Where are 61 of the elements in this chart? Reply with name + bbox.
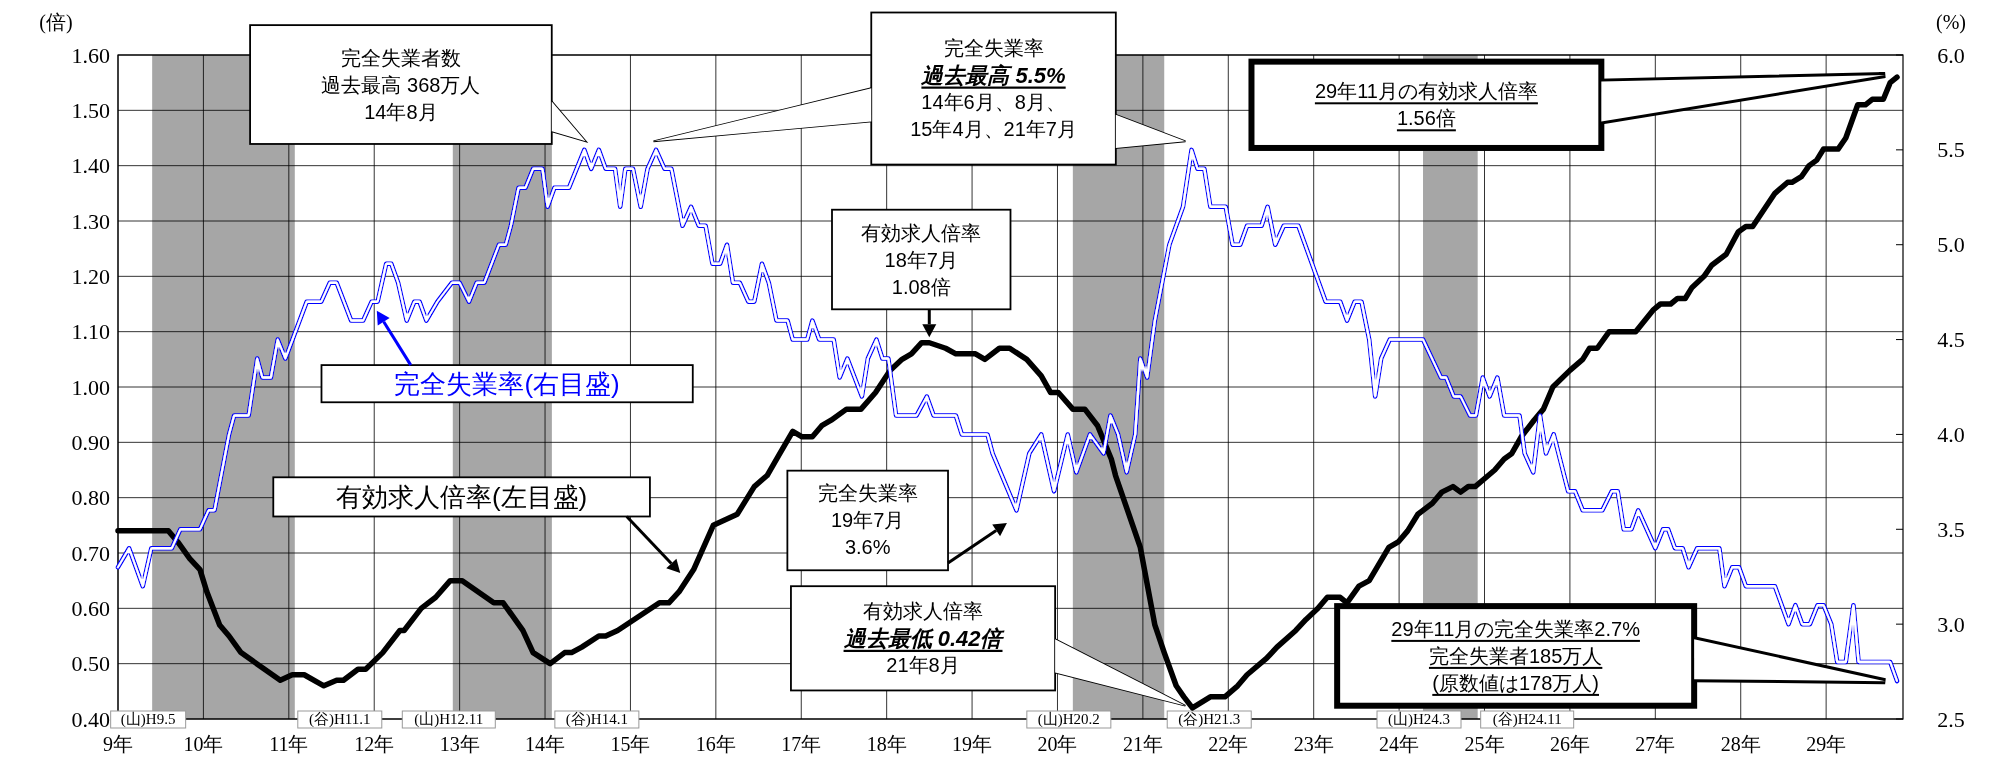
x-tick-label: 22年 [1208, 733, 1249, 755]
annotation: 29年11月の有効求人倍率1.56倍 [1314, 80, 1538, 130]
annotation: (谷)H21.3 [1178, 711, 1241, 728]
band-label: (山)H12.11 [414, 711, 484, 728]
x-tick-label: 16年 [695, 733, 736, 755]
y2-tick-label: 2.5 [1937, 706, 1965, 732]
y2-tick-label: 5.0 [1937, 232, 1965, 258]
y-tick-label: 0.50 [71, 651, 110, 677]
x-tick-label: 20年 [1037, 733, 1078, 755]
annotation: 完全失業者数過去最高 368万人14年8月 [321, 46, 481, 123]
x-tick-label: 24年 [1379, 733, 1420, 755]
y2-tick-label: 5.5 [1937, 137, 1965, 163]
band-label: (山)H9.5 [120, 711, 176, 728]
y-axis-title: (倍) [39, 11, 73, 34]
x-tick-label: 18年 [866, 733, 907, 755]
y-tick-label: 1.30 [71, 208, 110, 234]
x-tick-label: 26年 [1549, 733, 1590, 755]
y2-tick-label: 3.0 [1937, 611, 1965, 637]
annotation: 完全失業率19年7月3.6% [817, 482, 918, 559]
x-tick-label: 12年 [354, 733, 395, 755]
x-tick-label: 11年 [269, 733, 309, 755]
y2-axis-title: (%) [1936, 11, 1966, 34]
y2-tick-label: 6.0 [1937, 42, 1965, 68]
y-tick-label: 1.50 [71, 97, 110, 123]
y-tick-label: 0.40 [71, 706, 110, 732]
legend-label: 完全失業率(右目盛) [394, 368, 620, 399]
y-tick-label: 0.70 [71, 540, 110, 566]
x-tick-label: 17年 [781, 733, 822, 755]
x-tick-label: 25年 [1464, 733, 1505, 755]
y-tick-label: 1.20 [71, 263, 110, 289]
y-tick-label: 0.60 [71, 595, 110, 621]
y-tick-label: 1.00 [71, 374, 110, 400]
y2-tick-label: 3.5 [1937, 516, 1965, 542]
x-tick-label: 23年 [1293, 733, 1334, 755]
y-tick-label: 0.80 [71, 485, 110, 511]
band-label: (山)H20.2 [1037, 711, 1100, 728]
annotation: 有効求人倍率過去最低 0.42倍21年8月 [842, 600, 1006, 677]
text: 有効求人倍率(左目盛) [335, 481, 588, 512]
y2-tick-label: 4.5 [1937, 327, 1965, 353]
y-tick-label: 1.60 [71, 42, 110, 68]
x-tick-label: 29年 [1806, 733, 1847, 755]
x-tick-label: 13年 [439, 733, 480, 755]
x-tick-label: 14年 [525, 733, 566, 755]
annotation: 29年11月の完全失業率2.7%完全失業者185万人(原数値は178万人) [1391, 617, 1641, 694]
x-tick-label: 27年 [1635, 733, 1676, 755]
y-tick-label: 1.10 [71, 319, 110, 345]
annotation: (谷)H24.11 [1492, 711, 1562, 728]
y-tick-label: 0.90 [71, 429, 110, 455]
annotation: (谷)H14.1 [565, 711, 628, 728]
y-tick-label: 1.40 [71, 153, 110, 179]
x-tick-label: 28年 [1720, 733, 1761, 755]
band-label: (山)H24.3 [1387, 711, 1451, 728]
annotation: 完全失業率過去最高 5.5%14年6月、8月、15年4月、21年7月 [910, 37, 1077, 141]
y2-tick-label: 4.0 [1937, 421, 1965, 447]
x-tick-label: 10年 [183, 733, 224, 755]
annotation: (谷)H11.1 [309, 711, 371, 728]
x-tick-label: 19年 [952, 733, 993, 755]
x-tick-label: 21年 [1122, 733, 1163, 755]
x-tick-label: 15年 [610, 733, 651, 755]
annotation: 有効求人倍率18年7月1.08倍 [861, 221, 982, 298]
x-tick-label: 9年 [103, 733, 133, 755]
